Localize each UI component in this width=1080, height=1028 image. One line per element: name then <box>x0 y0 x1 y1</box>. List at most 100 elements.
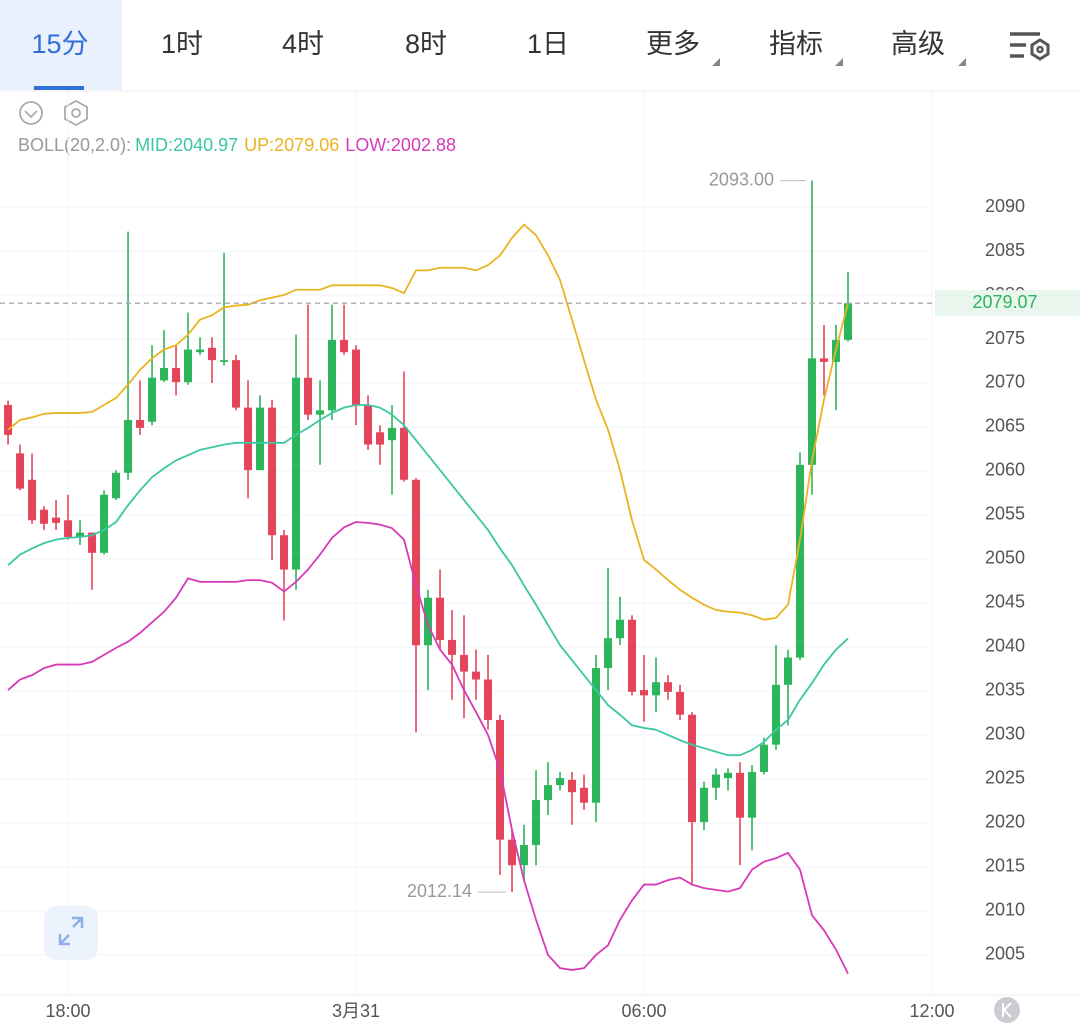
indicator-name: BOLL(20,2.0): <box>18 135 131 155</box>
y-tick-label: 2050 <box>985 548 1025 568</box>
candle-body <box>388 427 397 441</box>
candle-body <box>292 377 301 570</box>
candle-body <box>460 654 469 672</box>
dropdown-caret <box>712 58 720 66</box>
candle-body <box>208 347 217 361</box>
candle-body <box>280 535 289 570</box>
candle-body <box>616 619 625 639</box>
settings-icon[interactable] <box>1010 32 1050 61</box>
y-tick-label: 2090 <box>985 196 1025 216</box>
candle-body <box>760 744 769 772</box>
candle-body <box>160 368 169 381</box>
y-tick-label: 2075 <box>985 328 1025 348</box>
timeframe-tabs: 15分 1时 4时 8时 1日 更多 指标 高级 <box>0 0 1050 90</box>
y-tick-label: 2070 <box>985 372 1025 392</box>
indicator-legend: BOLL(20,2.0): MID:2040.97 UP:2079.06 LOW:20… <box>18 135 456 155</box>
low-marker-label: 2012.14 <box>407 881 472 901</box>
active-tab-underline <box>34 86 84 90</box>
y-tick-label: 2025 <box>985 768 1025 788</box>
candle-body <box>604 638 613 669</box>
candle-body <box>676 691 685 715</box>
candle-body <box>724 772 733 779</box>
candle-body <box>772 684 781 745</box>
legend-value: 2040.97 <box>173 135 238 155</box>
y-tick-label: 2010 <box>985 900 1025 920</box>
candle-body <box>844 303 853 340</box>
scroll-to-latest-button[interactable] <box>994 997 1020 1023</box>
tab[interactable]: 8时 <box>405 29 447 59</box>
candle-body <box>376 432 385 445</box>
candle-body <box>304 377 313 415</box>
dropdown-caret <box>835 58 843 66</box>
x-tick-label: 12:00 <box>909 1001 954 1021</box>
x-tick-label: 3月31 <box>332 1001 380 1021</box>
candle-body <box>508 839 517 866</box>
candle-body <box>100 494 109 553</box>
candle-body <box>556 778 565 786</box>
candle-body <box>592 668 601 803</box>
tab[interactable]: 更多 <box>646 29 700 59</box>
tab[interactable]: 1时 <box>161 29 203 59</box>
candle-body <box>712 774 721 788</box>
candle-body <box>664 682 673 692</box>
legend-value: 2002.88 <box>391 135 456 155</box>
last-price-tag <box>935 290 1080 317</box>
candle-body <box>52 517 61 523</box>
candle-body <box>232 360 241 408</box>
candle-body <box>172 368 181 383</box>
candle-body <box>400 427 409 480</box>
axes: 2005 2010 2015 2020 2025 2030 2035 2040 2045 2050… <box>46 196 1080 1021</box>
legend-label: MID: <box>135 135 173 155</box>
candle-body <box>244 407 253 471</box>
candle-body <box>76 532 85 537</box>
candle-body <box>796 464 805 658</box>
boll-line <box>7 404 849 757</box>
indicator-settings-icon[interactable] <box>64 99 88 127</box>
collapse-icon[interactable] <box>19 101 43 125</box>
candle-body <box>4 404 13 435</box>
legend-value: 2079.06 <box>274 135 339 155</box>
candle-body <box>736 772 745 818</box>
tab[interactable]: 高级 <box>891 29 945 59</box>
active-tab-bg <box>0 0 122 90</box>
candle-body <box>652 682 661 696</box>
candle-body <box>316 410 325 415</box>
candle-body <box>640 690 649 696</box>
legend-label: LOW: <box>345 135 391 155</box>
candle-body <box>88 532 97 553</box>
fullscreen-button[interactable] <box>44 906 98 960</box>
candle-body <box>700 787 709 823</box>
candle-body <box>580 787 589 803</box>
candle-body <box>124 419 133 473</box>
candle-body <box>328 339 337 411</box>
candle-body <box>340 339 349 353</box>
candle-body <box>496 720 505 840</box>
candle-body <box>40 509 49 524</box>
x-tick-label: 06:00 <box>621 1001 666 1021</box>
plot-area: 2093.00 2012.14 <box>0 169 1080 975</box>
candle-body <box>784 657 793 685</box>
tab[interactable]: 1日 <box>527 29 569 59</box>
candle-body <box>544 785 553 801</box>
candle-body <box>352 349 361 405</box>
y-tick-label: 2060 <box>985 460 1025 480</box>
candle-body <box>196 349 205 353</box>
candle-body <box>64 520 73 537</box>
last-price-label: 2079.07 <box>972 292 1037 312</box>
candle-body <box>448 639 457 655</box>
y-tick-label: 2085 <box>985 240 1025 260</box>
legend-label: UP: <box>244 135 274 155</box>
candle-body <box>436 597 445 640</box>
tab[interactable]: 指标 <box>769 29 823 59</box>
boll-line <box>7 521 849 975</box>
candle-body <box>268 407 277 536</box>
tab[interactable]: 4时 <box>282 29 324 59</box>
tab[interactable]: 15分 <box>31 29 88 59</box>
candle-body <box>484 679 493 721</box>
y-tick-label: 2020 <box>985 812 1025 832</box>
candle-body <box>364 404 373 445</box>
high-marker-label: 2093.00 <box>709 169 774 189</box>
candle-body <box>688 714 697 823</box>
